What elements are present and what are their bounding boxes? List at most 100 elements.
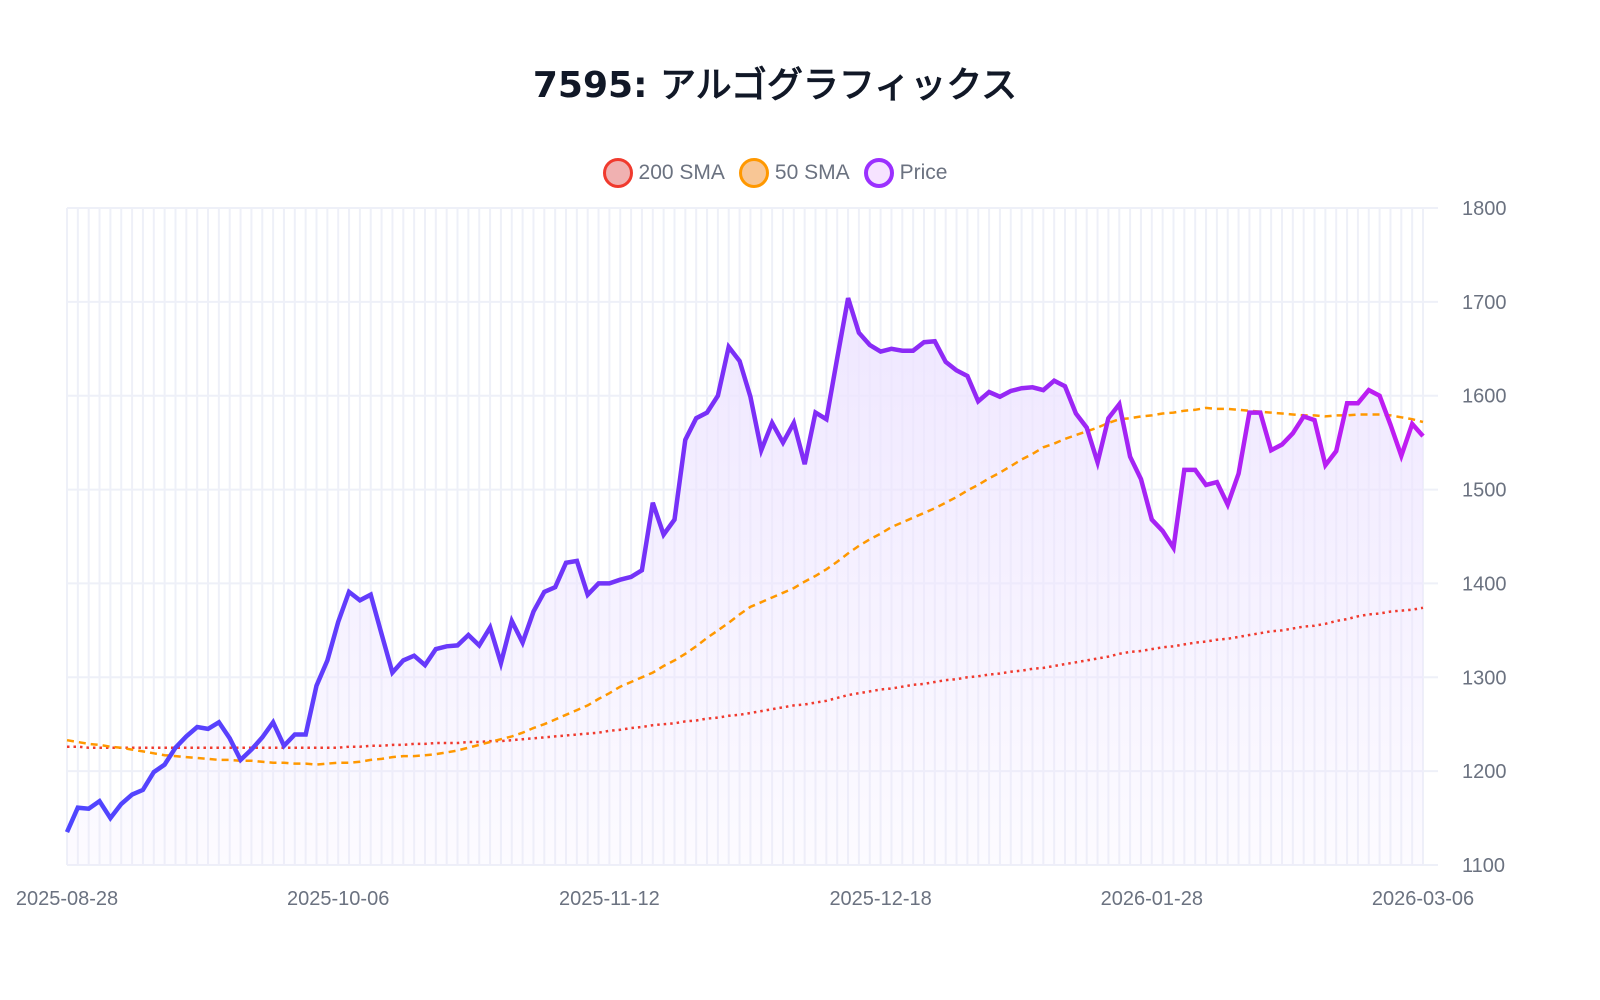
- price-point: [260, 735, 264, 739]
- price-point: [1399, 454, 1403, 458]
- price-point: [1041, 388, 1045, 392]
- price-point: [76, 806, 80, 810]
- price-point: [824, 417, 828, 421]
- price-point: [640, 568, 644, 572]
- price-point: [727, 345, 731, 349]
- price-point: [1030, 385, 1034, 389]
- price-point: [152, 770, 156, 774]
- price-point: [412, 654, 416, 658]
- price-point: [206, 727, 210, 731]
- price-point: [445, 644, 449, 648]
- price-line: [64, 297, 1425, 834]
- price-point: [1323, 463, 1327, 467]
- x-tick-label: 2026-01-28: [1101, 888, 1203, 910]
- price-point: [1150, 518, 1154, 522]
- price-point: [1020, 386, 1024, 390]
- price-point: [1085, 426, 1089, 430]
- price-point: [315, 684, 319, 688]
- price-point: [1117, 402, 1121, 406]
- price-point: [466, 633, 470, 637]
- x-tick-label: 2025-08-28: [16, 888, 118, 910]
- price-point: [868, 343, 872, 347]
- price-point: [1421, 434, 1425, 438]
- price-point: [759, 448, 763, 452]
- price-point: [694, 416, 698, 420]
- legend-label: Price: [899, 161, 948, 184]
- y-tick-label: 1300: [1462, 667, 1507, 689]
- price-point: [521, 641, 525, 645]
- price-point: [390, 671, 394, 675]
- legend-item-price[interactable]: Price: [863, 158, 948, 188]
- price-point: [1161, 529, 1165, 533]
- price-point: [141, 788, 145, 792]
- price-point: [965, 374, 969, 378]
- price-point: [1182, 468, 1186, 472]
- price-point: [239, 758, 243, 762]
- y-tick-label: 1400: [1462, 573, 1507, 595]
- price-point: [976, 399, 980, 403]
- price-point: [1378, 394, 1382, 398]
- price-point: [358, 598, 362, 602]
- price-point: [1367, 388, 1371, 392]
- price-point: [597, 581, 601, 585]
- price-point: [846, 296, 850, 300]
- price-point: [1074, 412, 1078, 416]
- price-point: [835, 356, 839, 360]
- legend: 200 SMA 50 SMA Price: [0, 158, 1550, 188]
- price-point: [119, 802, 123, 806]
- legend-marker-price: [863, 158, 894, 188]
- y-tick-label: 1100: [1462, 855, 1505, 877]
- sma50-line: [66, 406, 1424, 766]
- price-point: [304, 733, 308, 737]
- legend-item-50-sma[interactable]: 50 SMA: [738, 158, 850, 188]
- price-point: [705, 411, 709, 415]
- price-point: [369, 593, 373, 597]
- price-point: [1096, 460, 1100, 464]
- legend-item-200-sma[interactable]: 200 SMA: [602, 158, 725, 188]
- price-point: [1204, 483, 1208, 487]
- price-point: [792, 421, 796, 425]
- x-tick-label: 2025-11-12: [559, 888, 660, 910]
- price-point: [857, 331, 861, 335]
- price-point: [1139, 477, 1143, 481]
- price-point: [662, 533, 666, 537]
- price-point: [87, 807, 91, 811]
- price-point: [922, 340, 926, 344]
- price-point: [1063, 384, 1067, 388]
- x-tick-label: 2025-10-06: [287, 888, 389, 910]
- price-point: [108, 816, 112, 820]
- price-point: [401, 658, 405, 662]
- price-point: [1302, 414, 1306, 418]
- price-point: [618, 578, 622, 582]
- price-point: [944, 360, 948, 364]
- price-point: [542, 590, 546, 594]
- price-point: [531, 610, 535, 614]
- price-point: [325, 658, 329, 662]
- price-point: [1128, 455, 1132, 459]
- price-point: [184, 734, 188, 738]
- price-point: [217, 720, 221, 724]
- y-tick-label: 1800: [1462, 198, 1507, 220]
- price-point: [1269, 448, 1273, 452]
- price-point: [1171, 546, 1175, 550]
- price-point: [271, 720, 275, 724]
- price-point: [163, 763, 167, 767]
- price-point: [434, 647, 438, 651]
- price-point: [564, 561, 568, 565]
- price-point: [1226, 503, 1230, 507]
- price-point: [488, 626, 492, 630]
- price-point: [1388, 423, 1392, 427]
- price-point: [998, 395, 1002, 399]
- price-point: [249, 748, 253, 752]
- x-tick-label: 2025-12-18: [829, 888, 931, 910]
- price-point: [814, 411, 818, 415]
- price-point: [228, 736, 232, 740]
- price-point: [293, 733, 297, 737]
- price-point: [173, 746, 177, 750]
- price-point: [130, 793, 134, 797]
- price-point: [1009, 389, 1013, 393]
- price-point: [477, 643, 481, 647]
- price-point: [672, 518, 676, 522]
- y-tick-label: 1600: [1462, 386, 1507, 408]
